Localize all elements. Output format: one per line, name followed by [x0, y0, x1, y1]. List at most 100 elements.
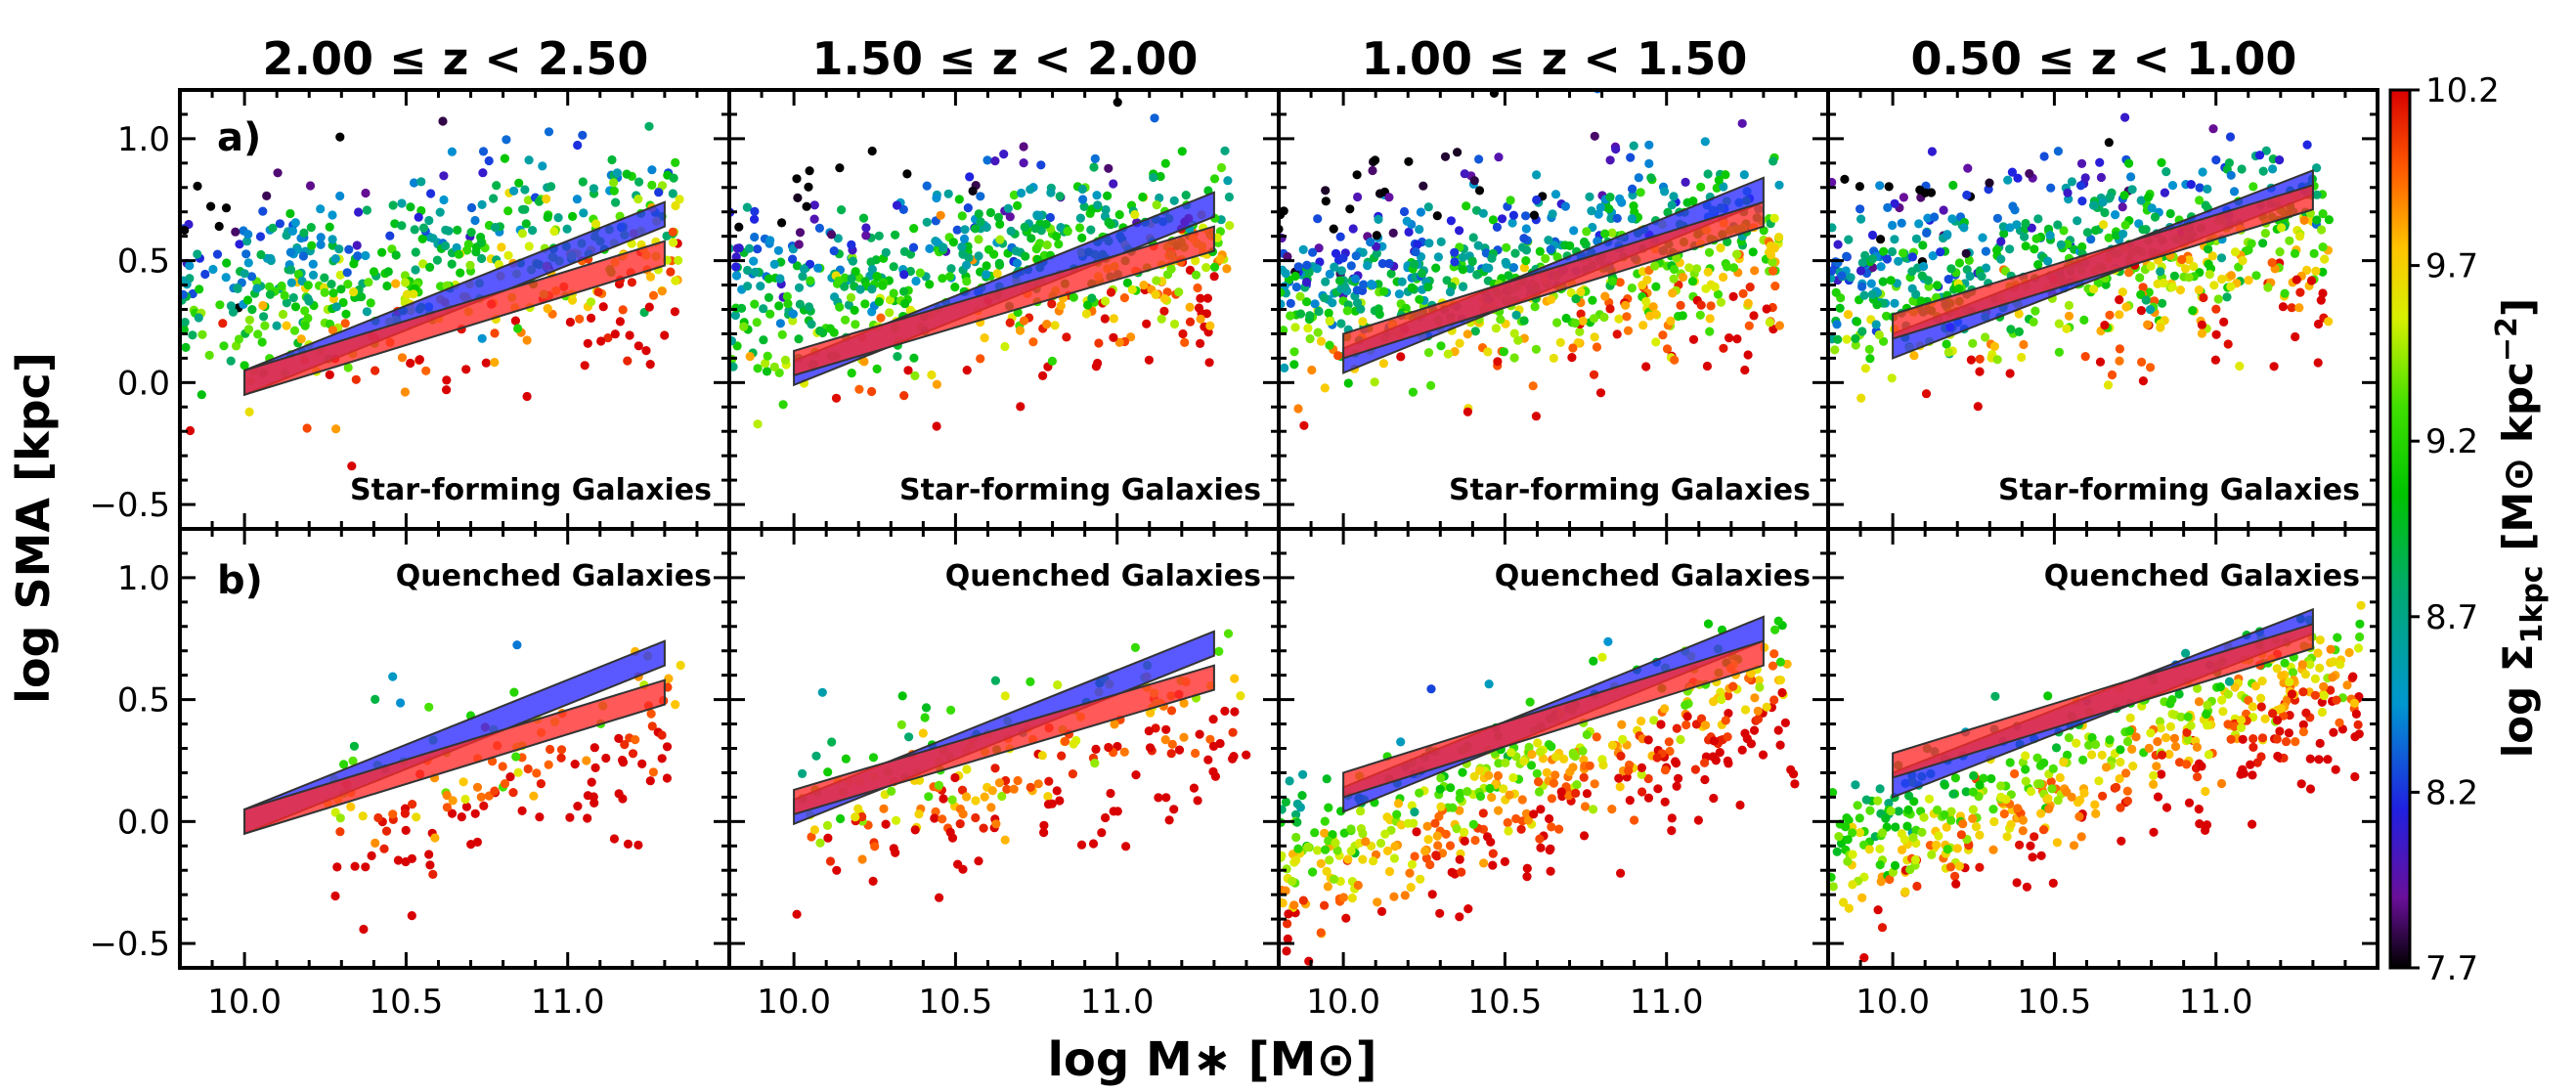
data-point — [1119, 293, 1129, 303]
data-point — [1519, 234, 1529, 243]
data-point — [1607, 277, 1617, 286]
data-point — [1356, 807, 1366, 816]
data-point — [1430, 818, 1440, 828]
data-point — [1415, 294, 1424, 304]
data-point — [1483, 347, 1493, 357]
data-point — [1923, 276, 1933, 285]
data-point — [1094, 338, 1104, 348]
data-point — [1774, 321, 1784, 330]
data-point — [730, 310, 741, 321]
data-point — [2226, 170, 2236, 180]
data-point — [1169, 805, 1179, 814]
data-point — [753, 244, 763, 254]
data-point — [668, 189, 677, 198]
data-point — [1042, 320, 1052, 329]
data-point — [945, 272, 955, 282]
data-point — [1026, 234, 1036, 243]
data-point — [1696, 182, 1706, 192]
data-point — [477, 199, 487, 209]
data-point — [1446, 216, 1456, 226]
data-point — [349, 287, 359, 297]
data-point — [1180, 337, 1190, 347]
data-point — [825, 856, 836, 866]
data-point — [1091, 362, 1101, 371]
data-point — [2287, 303, 2296, 313]
data-point — [1943, 275, 1953, 284]
data-point — [379, 844, 389, 853]
data-point — [1916, 296, 1926, 306]
data-point — [1576, 309, 1586, 319]
relation-bands — [243, 200, 666, 397]
data-point — [2351, 709, 2361, 720]
data-point — [971, 224, 981, 234]
data-point — [1930, 212, 1940, 222]
data-point — [851, 267, 860, 277]
data-point — [1529, 210, 1539, 220]
data-point — [1460, 169, 1469, 179]
data-point — [538, 161, 547, 171]
data-point — [325, 370, 334, 379]
data-point — [2069, 841, 2079, 851]
data-point — [524, 241, 534, 251]
data-point — [1617, 720, 1627, 729]
data-point — [2344, 647, 2354, 658]
data-point — [1307, 365, 1317, 375]
data-point — [568, 211, 578, 221]
data-point — [543, 304, 552, 314]
data-point — [822, 820, 833, 831]
data-point — [1688, 334, 1699, 344]
data-point — [1687, 277, 1698, 286]
data-point — [442, 790, 452, 801]
data-point — [583, 338, 592, 348]
data-point — [1331, 248, 1341, 258]
data-point — [671, 700, 680, 710]
data-point — [1522, 872, 1532, 882]
data-point — [1897, 218, 1906, 228]
data-point — [1432, 211, 1442, 221]
data-point — [1774, 233, 1784, 242]
data-point — [794, 334, 804, 344]
data-point — [962, 764, 972, 774]
data-point — [1242, 750, 1251, 760]
data-point — [2184, 273, 2194, 283]
data-point — [2211, 329, 2221, 339]
data-point — [1545, 813, 1554, 824]
data-point — [826, 230, 837, 240]
data-point — [994, 778, 1004, 788]
data-point — [587, 313, 596, 323]
data-point — [1054, 240, 1064, 249]
data-point — [180, 325, 189, 334]
data-point — [780, 355, 791, 365]
panel-r0-c3: Star-forming Galaxies — [1826, 88, 2380, 531]
data-point — [2013, 173, 2023, 183]
data-point — [2208, 124, 2218, 134]
data-point — [2013, 804, 2023, 813]
data-point — [872, 364, 882, 373]
data-point — [1627, 284, 1637, 293]
data-point — [1886, 807, 1896, 816]
data-point — [2175, 285, 2185, 295]
data-point — [1597, 652, 1607, 662]
data-point — [2258, 166, 2268, 176]
data-point — [2195, 196, 2205, 205]
data-point — [1504, 826, 1513, 836]
data-point — [1532, 768, 1542, 778]
data-point — [1833, 334, 1843, 344]
data-point — [460, 794, 470, 805]
data-point — [1622, 312, 1632, 322]
data-point — [1497, 214, 1507, 224]
data-point — [2197, 328, 2206, 338]
data-point — [407, 853, 416, 864]
data-point — [1589, 370, 1599, 379]
data-point — [1769, 213, 1779, 223]
data-point — [2029, 317, 2038, 327]
data-point — [1494, 153, 1504, 162]
data-point — [2229, 187, 2240, 197]
data-point — [1595, 202, 1605, 212]
data-point — [1380, 829, 1390, 839]
data-point — [1090, 759, 1100, 768]
data-point — [2222, 292, 2232, 302]
data-point — [335, 813, 345, 823]
data-point — [1653, 784, 1663, 794]
